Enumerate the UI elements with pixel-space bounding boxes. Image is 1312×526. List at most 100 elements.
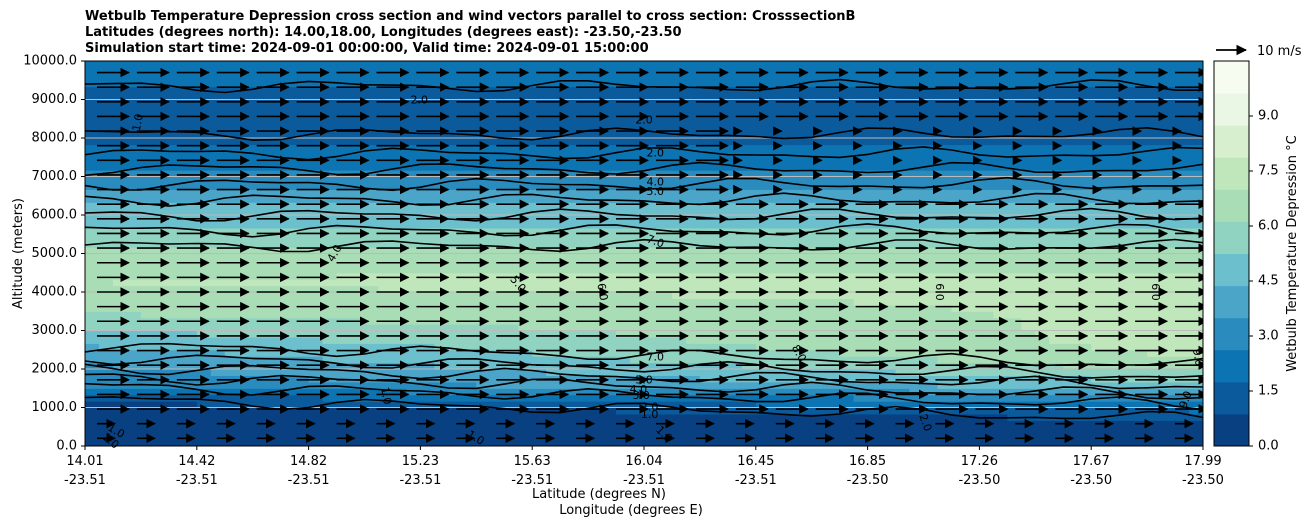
contour-cell	[685, 112, 701, 120]
contour-cell	[406, 189, 421, 197]
contour-cell	[462, 105, 477, 113]
contour-cell	[1049, 324, 1064, 332]
contour-cell	[685, 73, 701, 81]
contour-cell	[168, 426, 184, 434]
contour-cell	[420, 99, 435, 107]
contour-cell	[168, 182, 184, 190]
contour-cell	[1035, 439, 1050, 446]
contour-cell	[853, 433, 869, 441]
contour-cell	[322, 176, 338, 184]
contour-cell	[769, 208, 785, 216]
contour-cell	[420, 118, 435, 126]
contour-cell	[1035, 61, 1050, 69]
contour-cell	[420, 330, 435, 338]
contour-cell	[769, 330, 785, 338]
contour-cell	[602, 285, 617, 293]
contour-cell	[783, 67, 799, 75]
contour-cell	[895, 407, 911, 415]
contour-cell	[685, 266, 701, 274]
contour-cell	[1161, 157, 1176, 165]
contour-cell	[448, 401, 463, 409]
contour-cell	[322, 138, 338, 146]
contour-cell	[168, 272, 184, 280]
contour-cell	[1175, 413, 1190, 421]
contour-cell	[504, 407, 519, 415]
contour-cell	[490, 125, 505, 133]
contour-cell	[378, 381, 394, 389]
contour-cell	[420, 356, 435, 364]
contour-cell	[616, 343, 631, 351]
contour-cell	[1189, 170, 1203, 178]
contour-cell	[238, 298, 254, 306]
contour-cell	[909, 285, 925, 293]
contour-cell	[965, 330, 980, 338]
contour-cell	[685, 118, 701, 126]
contour-cell	[574, 401, 589, 409]
contour-cell	[224, 93, 240, 101]
contour-cell	[811, 61, 827, 69]
contour-cell	[322, 67, 338, 75]
contour-cell	[1049, 163, 1064, 171]
contour-cell	[112, 125, 128, 133]
contour-cell	[993, 279, 1008, 287]
contour-cell	[1147, 401, 1162, 409]
contour-cell	[378, 304, 394, 312]
contour-cell	[98, 369, 114, 377]
contour-cell	[657, 349, 673, 357]
contour-cell	[294, 125, 310, 133]
contour-cell	[1175, 195, 1190, 203]
contour-cell	[1035, 420, 1050, 428]
contour-cell	[630, 73, 645, 81]
contour-cell	[546, 401, 561, 409]
contour-cell	[895, 227, 911, 235]
contour-cell	[112, 253, 128, 261]
contour-cell	[1021, 247, 1036, 255]
contour-cell	[1007, 362, 1022, 370]
contour-cell	[294, 369, 310, 377]
contour-cell	[85, 336, 100, 344]
contour-cell	[196, 439, 212, 446]
contour-cell	[1175, 240, 1190, 248]
contour-cell	[196, 324, 212, 332]
contour-cell	[140, 375, 156, 383]
contour-cell	[1175, 247, 1190, 255]
contour-cell	[126, 202, 142, 210]
contour-cell	[588, 420, 603, 428]
contour-cell	[602, 99, 617, 107]
contour-cell	[504, 266, 519, 274]
contour-cell	[644, 112, 659, 120]
contour-cell	[406, 195, 421, 203]
contour-cell	[867, 138, 883, 146]
contour-cell	[979, 170, 994, 178]
contour-cell	[434, 381, 449, 389]
contour-cell	[769, 93, 785, 101]
contour-cell	[965, 285, 980, 293]
contour-cell	[1049, 304, 1064, 312]
contour-cell	[1189, 311, 1203, 319]
contour-cell	[1119, 324, 1134, 332]
contour-cell	[350, 304, 366, 312]
contour-cell	[783, 86, 799, 94]
contour-cell	[1105, 272, 1120, 280]
contour-cell	[1091, 176, 1106, 184]
contour-cell	[727, 317, 743, 325]
contour-cell	[252, 105, 268, 113]
contour-cell	[574, 234, 589, 242]
contour-cell	[532, 138, 547, 146]
contour-cell	[574, 426, 589, 434]
contour-cell	[951, 362, 967, 370]
contour-cell	[909, 189, 925, 197]
contour-cell	[140, 401, 156, 409]
contour-cell	[196, 118, 212, 126]
contour-cell	[280, 240, 296, 248]
contour-cell	[476, 73, 491, 81]
contour-cell	[448, 202, 463, 210]
contour-cell	[1105, 144, 1120, 152]
contour-cell	[182, 61, 198, 69]
contour-cell	[504, 279, 519, 287]
contour-cell	[1007, 311, 1022, 319]
contour-cell	[671, 234, 687, 242]
contour-cell	[644, 215, 659, 223]
contour-cell	[126, 138, 142, 146]
contour-cell	[1161, 381, 1176, 389]
